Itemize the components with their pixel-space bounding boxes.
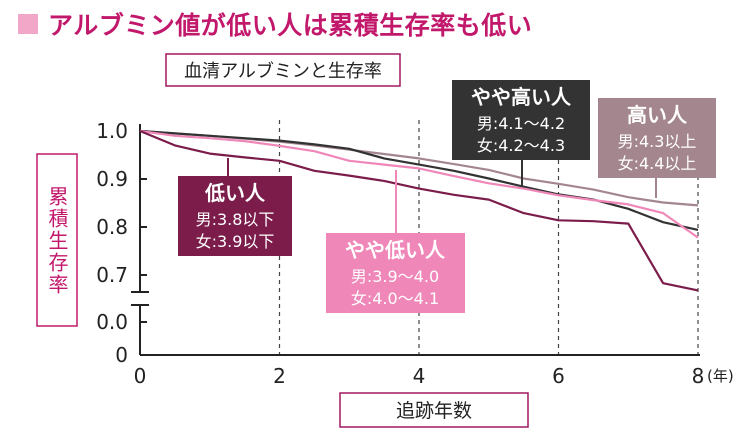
label-low: 低い人 男:3.8以下 女:3.9以下 (178, 176, 292, 256)
subtitle-text: 血清アルブミンと生存率 (184, 60, 382, 82)
x-tick-label: 0 (134, 364, 147, 388)
x-tick-label: 4 (413, 364, 426, 388)
label-high-name: 高い人 (627, 103, 688, 127)
label-mid-high-line1: 男:4.1〜4.2 (477, 114, 565, 133)
x-tick-label: 2 (273, 364, 286, 388)
label-low-name: 低い人 (204, 181, 266, 205)
y-tick-label: 0.9 (96, 167, 128, 191)
ylabel-text: 累積生存率 (45, 186, 69, 296)
label-mid-high: やや高い人 男:4.1〜4.2 女:4.2〜4.3 (452, 80, 590, 160)
x-tick-label: 8 (692, 364, 705, 388)
y-ticks: 0 0.0 0.7 0.8 0.9 1.0 (96, 119, 147, 367)
label-high-line2: 女:4.4以上 (618, 154, 697, 173)
series-lines (139, 129, 699, 292)
subtitle-box (165, 53, 401, 87)
y-tick-label: 0 (115, 343, 128, 367)
chart-title-text: アルブミン値が低い人は累積生存率も低い (48, 11, 533, 40)
ylabel-box (36, 153, 78, 327)
series-line-mid-high (139, 129, 699, 231)
label-mid-low-line1: 男:3.9〜4.0 (351, 267, 439, 286)
label-mid-low-name: やや低い人 (345, 238, 446, 262)
x-tick-label: 6 (552, 364, 565, 388)
chart-title: アルブミン値が低い人は累積生存率も低い (18, 6, 532, 42)
label-mid-high-line2: 女:4.2〜4.3 (477, 136, 565, 155)
label-high-line1: 男:4.3以上 (618, 132, 697, 151)
label-mid-high-name: やや高い人 (471, 85, 572, 109)
y-tick-label: 0.0 (96, 310, 128, 334)
label-high: 高い人 男:4.3以上 女:4.4以上 (598, 98, 716, 178)
series-line-low (139, 129, 699, 292)
x-unit-label: (年) (707, 367, 734, 385)
label-low-line2: 女:3.9以下 (196, 232, 275, 251)
series-line-mid-low (139, 129, 699, 239)
y-tick-label: 0.7 (96, 263, 128, 287)
xlabel-text: 追跡年数 (396, 400, 472, 422)
y-tick-label: 0.8 (96, 215, 128, 239)
title-square-icon (18, 14, 38, 34)
grid-lines (278, 120, 699, 355)
x-ticks: 0 2 4 6 8 (134, 364, 705, 388)
y-tick-label: 1.0 (96, 119, 128, 143)
xlabel-box (339, 392, 529, 428)
label-mid-low-line2: 女:4.0〜4.1 (351, 289, 439, 308)
label-mid-low: やや低い人 男:3.9〜4.0 女:4.0〜4.1 (326, 233, 465, 313)
label-low-line1: 男:3.8以下 (196, 210, 275, 229)
